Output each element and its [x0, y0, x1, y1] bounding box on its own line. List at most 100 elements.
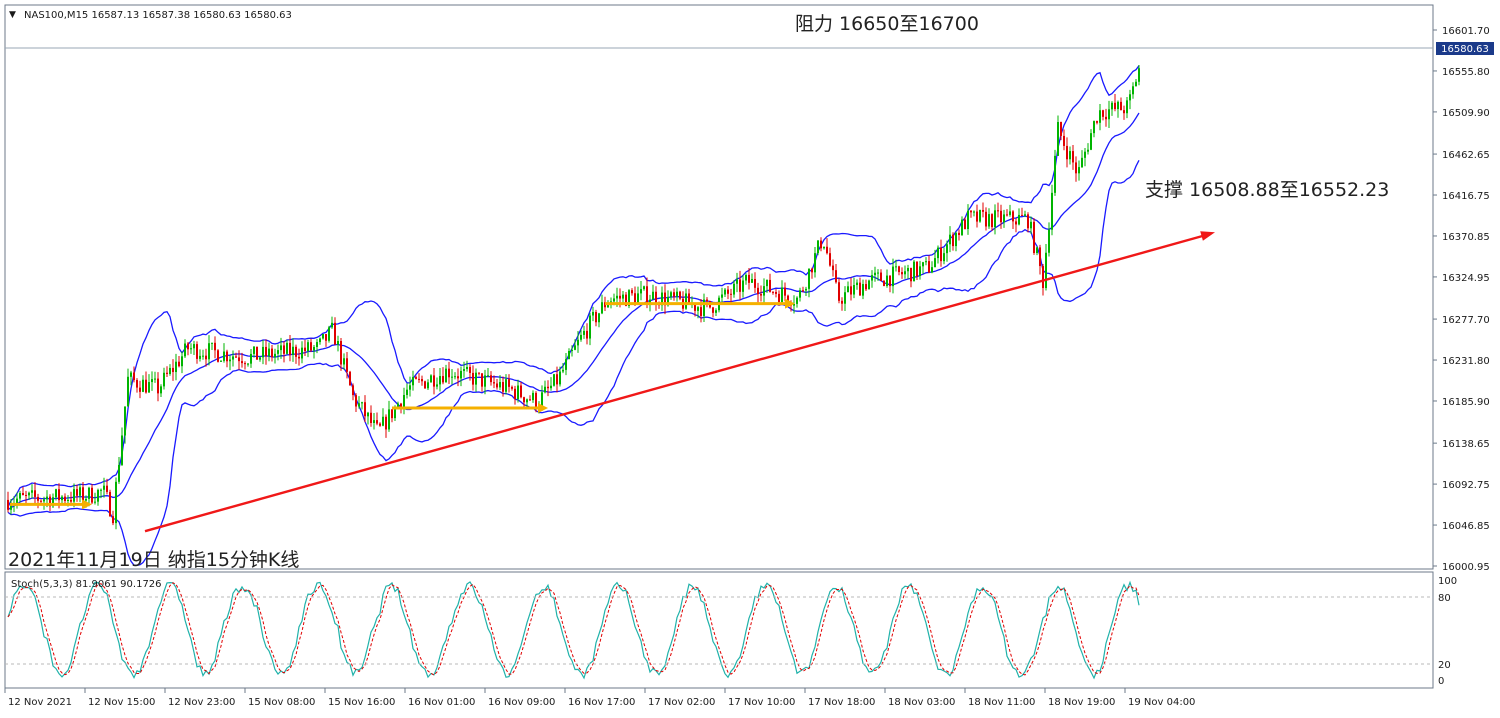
candle-down [385, 416, 387, 430]
candle-up [454, 376, 456, 378]
candle-up [550, 385, 552, 389]
candle-up [1003, 214, 1005, 223]
candle-down [880, 272, 882, 281]
candle-up [1057, 122, 1059, 156]
price-tick-label: 16509.90 [1442, 108, 1490, 119]
candle-up [583, 330, 585, 335]
candle-up [130, 372, 132, 377]
candle-up [949, 234, 951, 245]
candle-up [652, 291, 654, 300]
candle-up [598, 313, 600, 323]
candle-down [157, 378, 159, 394]
candle-up [223, 351, 225, 361]
candle-down [355, 395, 357, 407]
candle-up [544, 386, 546, 393]
candle-down [226, 351, 228, 362]
candle-down [349, 371, 351, 386]
candle-up [628, 290, 630, 306]
candle-down [982, 210, 984, 212]
candle-up [574, 345, 576, 350]
candle-down [769, 279, 771, 292]
candle-up [97, 489, 99, 502]
trendline [144, 233, 1208, 533]
candle-up [868, 280, 870, 290]
candle-up [871, 275, 873, 281]
candle-down [976, 211, 978, 222]
chart-menu-icon[interactable]: ▼ [9, 10, 16, 20]
candle-down [304, 347, 306, 352]
candle-down [958, 232, 960, 235]
time-tick-label: 17 Nov 10:00 [728, 697, 795, 708]
candle-up [1030, 221, 1032, 229]
candle-up [541, 392, 543, 407]
candle-up [28, 492, 30, 496]
candle-up [886, 275, 888, 286]
candle-up [823, 246, 825, 249]
candle-up [856, 282, 858, 286]
candle-up [1126, 100, 1128, 114]
candle-down [109, 491, 111, 517]
candle-down [775, 291, 777, 294]
support-arrowhead [785, 298, 795, 309]
candle-down [172, 367, 174, 373]
candle-up [373, 420, 375, 424]
candle-up [1036, 247, 1038, 253]
time-tick-label: 19 Nov 04:00 [1128, 697, 1195, 708]
candle-up [148, 382, 150, 393]
candle-up [1090, 133, 1092, 150]
candle-down [1120, 101, 1122, 111]
candle-up [796, 297, 798, 304]
candle-down [688, 293, 690, 305]
candle-up [259, 357, 261, 360]
candle-up [184, 343, 186, 357]
candle-down [841, 300, 843, 304]
candle-up [667, 296, 669, 306]
price-tick-label: 16046.85 [1442, 521, 1490, 532]
candle-up [967, 210, 969, 230]
candle-up [640, 289, 642, 294]
candle-up [382, 416, 384, 426]
candle-down [655, 291, 657, 305]
candle-down [391, 409, 393, 419]
candle-up [961, 219, 963, 235]
candle-up [16, 498, 18, 503]
candle-down [1006, 214, 1008, 216]
candle-up [337, 341, 339, 345]
candle-up [142, 379, 144, 392]
candle-up [211, 342, 213, 344]
price-tick-label: 16601.70 [1442, 26, 1490, 37]
candle-up [61, 496, 63, 501]
candle-down [70, 499, 72, 502]
candle-down [523, 397, 525, 403]
candle-down [802, 290, 804, 292]
candle-up [1087, 149, 1089, 152]
candle-up [613, 298, 615, 302]
price-tick-label: 16416.75 [1442, 191, 1490, 202]
candle-up [463, 369, 465, 371]
candle-up [1129, 94, 1131, 101]
candle-up [724, 289, 726, 295]
candle-down [535, 392, 537, 409]
candle-up [943, 253, 945, 262]
candle-up [280, 345, 282, 351]
candle-up [85, 498, 87, 501]
candle-down [772, 291, 774, 293]
candle-down [352, 385, 354, 396]
candle-down [784, 287, 786, 296]
candle-down [1000, 210, 1002, 223]
time-axis: 12 Nov 2021 12 Nov 15:00 12 Nov 23:00 15 No… [4, 688, 1195, 708]
candle-up [616, 295, 618, 299]
candle-up [988, 214, 990, 227]
time-tick-label: 16 Nov 17:00 [568, 697, 635, 708]
candle-up [745, 274, 747, 281]
candle-down [139, 387, 141, 392]
candle-up [358, 403, 360, 407]
candle-down [298, 356, 300, 359]
stoch-label: Stoch(5,3,3) 81.9061 90.1726 [11, 579, 162, 590]
price-tag-label: 16580.63 [1441, 44, 1489, 55]
price-tick-label: 16277.70 [1442, 315, 1490, 326]
candle-down [520, 385, 522, 398]
candle-down [646, 286, 648, 304]
candle-up [1045, 252, 1047, 289]
candle-down [415, 377, 417, 379]
